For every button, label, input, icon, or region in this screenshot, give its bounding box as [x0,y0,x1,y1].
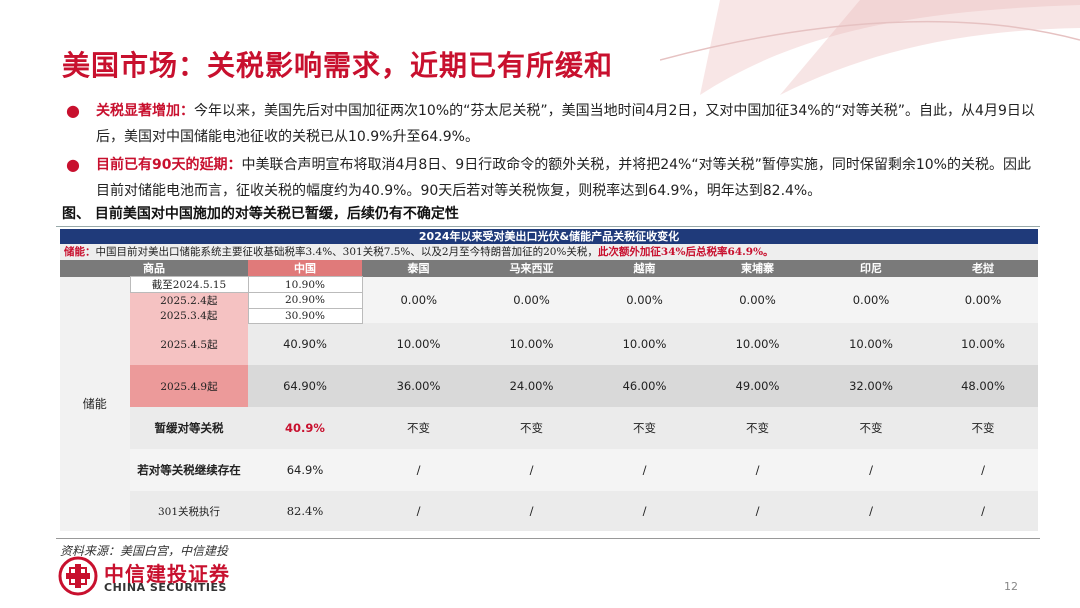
col-header-china: 中国 [248,260,362,277]
china-cell: 82.4% [286,504,324,518]
value-cell: 不变 [520,421,543,435]
value-cell: 10.00% [622,337,667,351]
china-cell: 40.90% [283,337,327,352]
value-cell: 46.00% [622,379,667,393]
value-cell: 不变 [859,421,883,435]
date-cell: 2025.4.9起 [130,365,248,407]
bullet-dot-icon: ● [66,155,80,174]
value-cell: 48.00% [961,379,1005,393]
bullet-item: ● 目前已有90天的延期：中美联合声明宣布将取消4月8日、9日行政命令的额外关税… [62,152,1042,204]
value-cell: / [755,504,760,518]
citic-logo-icon [58,556,98,596]
value-cell: / [981,463,985,477]
col-header-indonesia: 印尼 [814,260,928,277]
value-cell: 0.00% [475,276,588,323]
value-cell: / [642,504,647,518]
tariff-table: 2024年以来受对美出口光伏&储能产品关税征收变化 储能：中国目前对美出口储能系… [60,229,1038,531]
value-cell: 10.00% [396,337,441,351]
scenario-label: 若对等关税继续存在 [137,463,241,477]
table-header-row: 商品 中国 泰国 马来西亚 越南 柬埔寨 印尼 老挝 [60,260,1038,277]
table-row: 301关税执行 82.4% / / / / / / [60,491,1038,531]
bullet-dot-icon: ● [66,101,80,120]
value-cell: / [755,463,760,477]
company-logo: 中信建投证券 CHINA SECURITIES [58,556,298,596]
date-cell: 2025.4.5起 [130,323,248,365]
col-header-thailand: 泰国 [362,260,475,277]
bullet-key: 关税显著增加： [96,103,194,119]
value-cell: 0.00% [814,276,928,323]
table-row: 暂缓对等关税 40.9% 不变 不变 不变 不变 不变 不变 [60,407,1038,449]
value-cell: 36.00% [396,379,441,393]
value-cell: / [416,463,421,477]
value-cell: 32.00% [849,379,893,393]
page-title: 美国市场：关税影响需求，近期已有所缓和 [62,49,614,82]
value-cell: / [642,463,647,477]
divider [56,226,1040,227]
value-cell: 不变 [971,421,995,435]
col-header-malaysia: 马来西亚 [475,260,588,277]
source-note: 资料来源：美国白宫，中信建投 [60,544,229,558]
bullet-key: 目前已有90天的延期： [96,157,242,173]
table-row: 若对等关税继续存在 64.9% / / / / / / [60,449,1038,491]
value-cell: 不变 [407,421,430,435]
value-cell: 24.00% [509,379,554,393]
table-row: 2025.3.4起 30.90% [60,307,1038,324]
table-note: 储能：中国目前对美出口储能系统主要征收基础税率3.4%、301关税7.5%、以及… [60,244,1038,260]
scenario-label: 301关税执行 [157,505,221,518]
table-note-text: 中国目前对美出口储能系统主要征收基础税率3.4%、301关税7.5%、以及2月至… [95,246,598,258]
value-cell: 49.00% [735,379,780,393]
china-cell: 20.90% [247,292,363,309]
table-note-highlight: 此次额外加征34%后总税率64.9%。 [597,246,774,258]
value-cell: 不变 [746,421,769,435]
col-header-laos: 老挝 [928,260,1038,277]
table-row: 2025.4.5起 40.90% 10.00% 10.00% 10.00% 10… [60,323,1038,365]
china-cell: 40.9% [285,421,325,435]
value-cell: 0.00% [701,276,814,323]
col-header-cambodia: 柬埔寨 [701,260,814,277]
table-note-label: 储能： [64,246,96,258]
value-cell: 不变 [633,421,656,435]
table-row: 储能 截至2024.5.15 10.90% 0.00% 0.00% 0.00% … [60,276,1038,531]
col-header-goods: 商品 [60,260,248,277]
china-cell: 64.9% [286,463,324,477]
logo-text-en: CHINA SECURITIES [104,581,227,594]
value-cell: 0.00% [928,276,1038,323]
table-row: 2025.4.9起 64.90% 36.00% 24.00% 46.00% 49… [60,365,1038,407]
date-cell: 2025.3.4起 [130,308,248,323]
page-number: 12 [1004,580,1018,593]
bullet-item: ● 关税显著增加：今年以来，美国先后对中国加征两次10%的“芬太尼关税”，美国当… [62,98,1042,150]
bullet-text: 今年以来，美国先后对中国加征两次10%的“芬太尼关税”，美国当地时间4月2日，又… [96,103,1035,145]
value-cell: 10.00% [849,337,893,351]
divider [56,538,1040,539]
bullet-list: ● 关税显著增加：今年以来，美国先后对中国加征两次10%的“芬太尼关税”，美国当… [62,98,1042,206]
logo-text-cn: 中信建投证券 [104,562,230,586]
china-cell: 30.90% [247,307,363,324]
value-cell: / [529,504,534,518]
col-header-vietnam: 越南 [588,260,701,277]
value-cell: 0.00% [362,276,475,323]
date-cell: 截至2024.5.15 [129,276,249,293]
row-label-storage: 储能 [60,276,130,531]
scenario-label: 暂缓对等关税 [154,421,224,435]
tariff-body: 商品 中国 泰国 马来西亚 越南 柬埔寨 印尼 老挝 储能 截至2024.5.1… [60,260,1038,531]
value-cell: / [869,463,873,477]
china-cell: 64.90% [283,379,327,393]
china-cell: 10.90% [247,276,363,293]
value-cell: 10.00% [509,337,554,351]
value-cell: 10.00% [735,337,780,351]
table-title: 2024年以来受对美出口光伏&储能产品关税征收变化 [60,229,1038,244]
value-cell: / [981,504,985,518]
table-row: 2025.2.4起 20.90% [60,292,1038,309]
value-cell: 10.00% [961,337,1005,351]
value-cell: / [416,504,421,518]
value-cell: / [529,463,534,477]
date-cell: 2025.2.4起 [130,292,248,308]
figure-caption: 图、 目前美国对中国施加的对等关税已暂缓，后续仍有不确定性 [62,206,459,222]
bullet-text: 中美联合声明宣布将取消4月8日、9日行政命令的额外关税，并将把24%“对等关税”… [96,157,1031,199]
value-cell: 0.00% [588,276,701,323]
value-cell: / [869,504,873,518]
header-decoration [660,0,1080,95]
